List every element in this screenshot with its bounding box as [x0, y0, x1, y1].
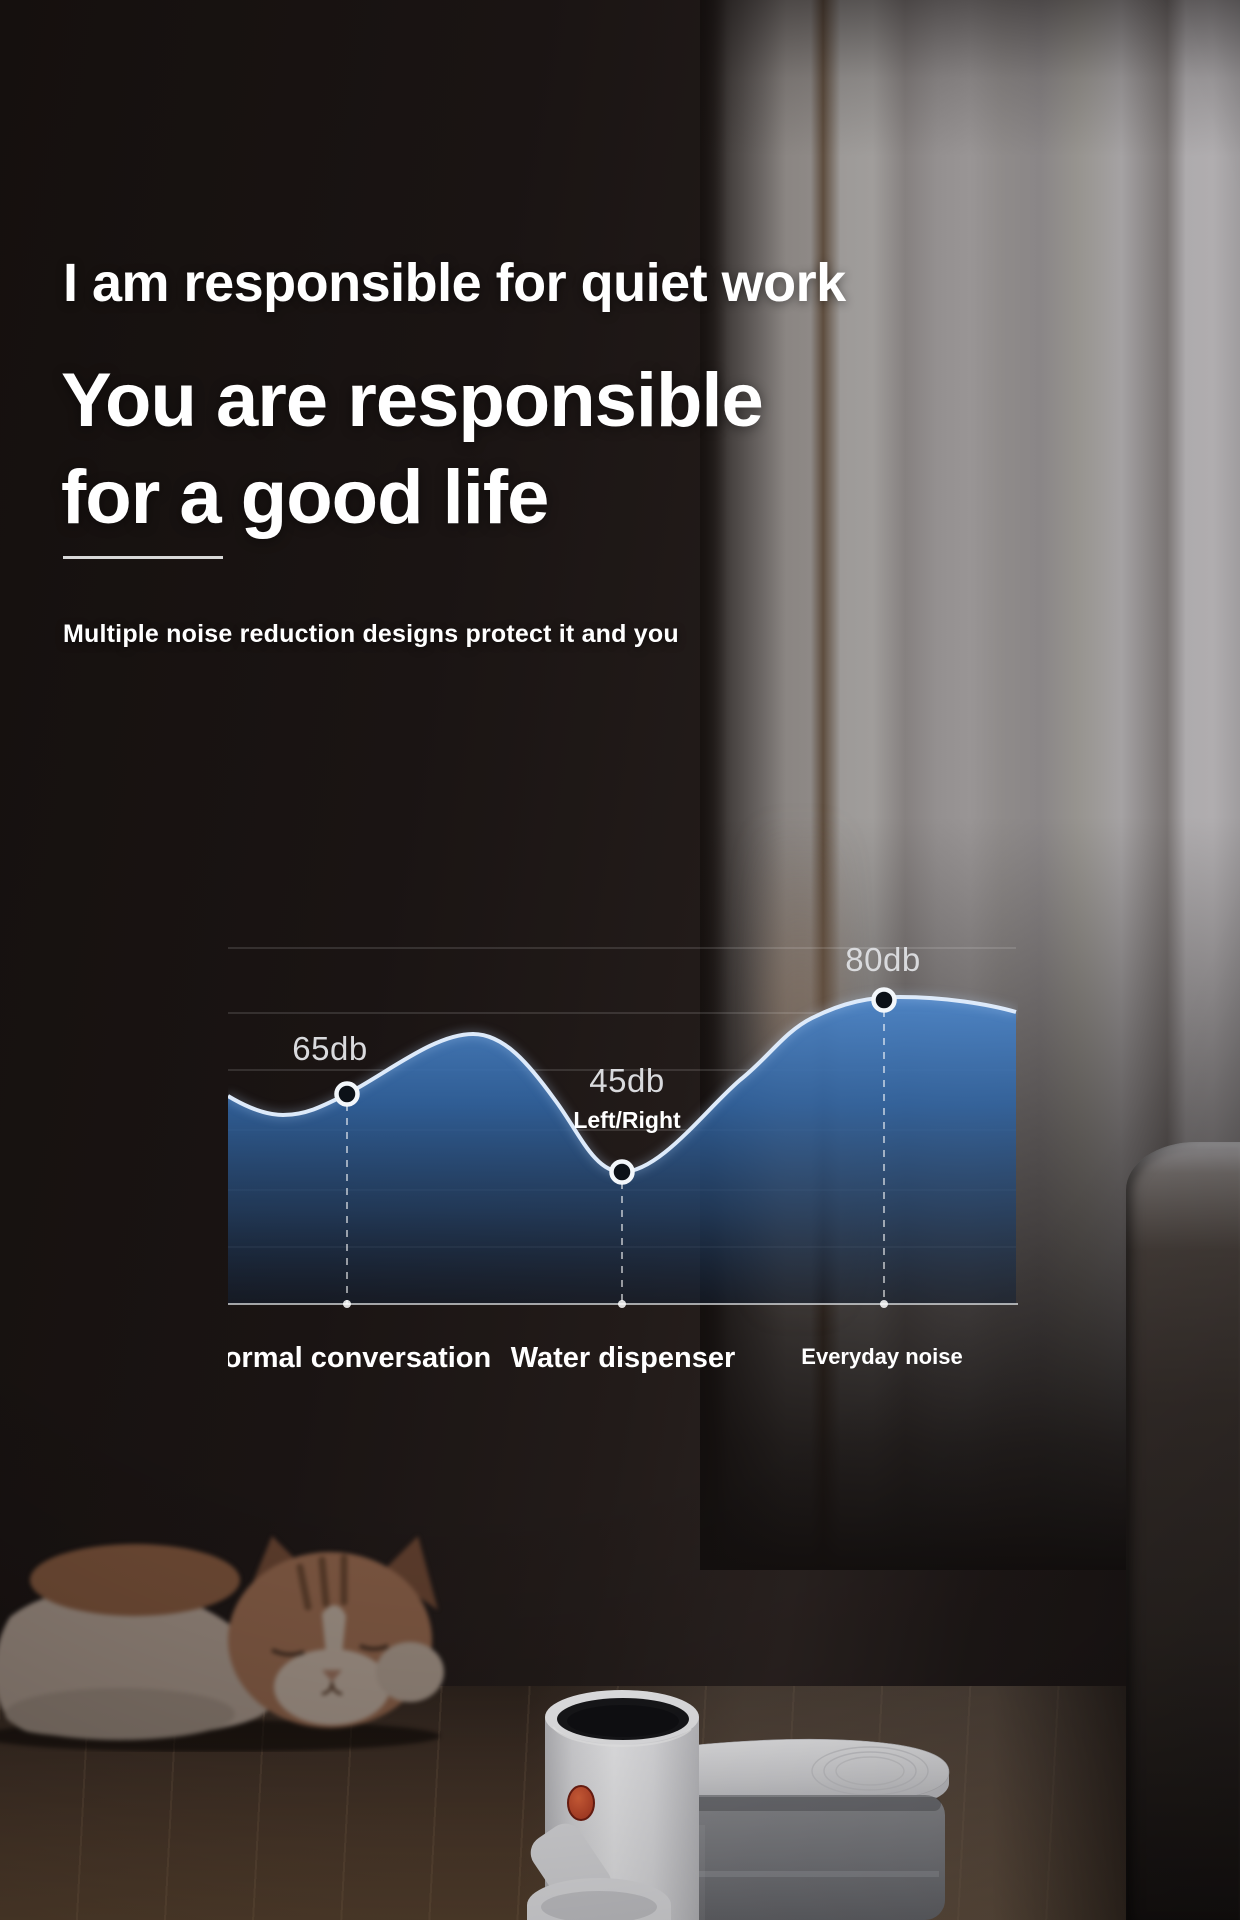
cat-back	[30, 1544, 240, 1616]
headline-small: I am responsible for quiet work	[63, 253, 846, 313]
cat-mouth	[321, 1681, 343, 1696]
cat-eye-right	[359, 1644, 389, 1651]
shelf-groove	[835, 1756, 905, 1786]
category-label-normal-conversation: Normal conversation	[228, 1342, 491, 1374]
shelf-groove	[823, 1751, 917, 1791]
cat-eye-left	[271, 1648, 305, 1657]
sleeping-cat-photo	[0, 1536, 444, 1752]
water-dispenser-product	[527, 1690, 950, 1920]
water-bowl	[527, 1878, 671, 1920]
cat-stripe	[296, 1563, 312, 1611]
data-point-everyday-noise	[871, 987, 897, 1013]
chart-dashed-guides	[346, 1010, 885, 1304]
headline-main: You are responsible for a good life	[61, 352, 764, 546]
value-label-water-dispenser: 45db	[589, 1062, 664, 1099]
value-label-everyday-noise: 80db	[845, 941, 920, 978]
category-label-everyday-noise: Everyday noise	[801, 1344, 962, 1369]
headline-line2: for a good life	[61, 455, 549, 540]
subheadline: Multiple noise reduction designs protect…	[63, 620, 679, 648]
headline-line1: You are responsible	[61, 358, 764, 443]
chart-data-points	[334, 987, 897, 1185]
divider-line	[63, 556, 223, 559]
noise-level-area-chart: 65db 45db Left/Right 80db Normal convers…	[228, 941, 1018, 1374]
sofa-silhouette	[1126, 1142, 1240, 1920]
annotation-left-right: Left/Right	[573, 1107, 681, 1133]
category-label-water-dispenser: Water dispenser	[511, 1342, 736, 1374]
copy-block: I am responsible for quiet work You are …	[0, 0, 1240, 700]
value-label-normal-conversation: 65db	[292, 1030, 367, 1067]
cat-nose	[322, 1670, 342, 1682]
noise-area-fill	[228, 997, 1016, 1304]
cat-cheek	[376, 1642, 444, 1702]
cat-ear-right	[382, 1536, 438, 1610]
chart-baseline-dots	[343, 1300, 888, 1308]
data-point-water-dispenser	[609, 1159, 635, 1185]
data-point-normal-conversation	[334, 1081, 360, 1107]
cat-paws	[5, 1688, 235, 1740]
cat-stripe	[318, 1556, 330, 1608]
power-button[interactable]	[567, 1785, 595, 1821]
